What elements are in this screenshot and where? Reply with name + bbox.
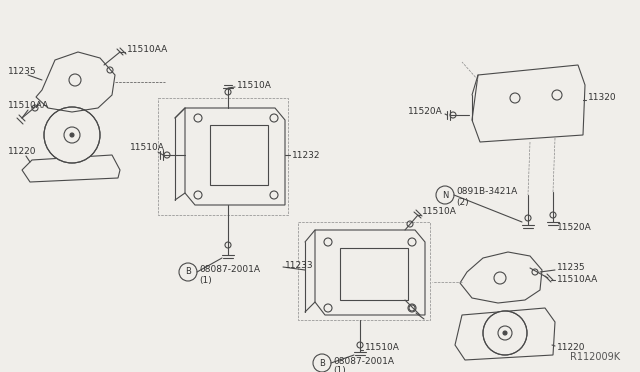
Text: 11320: 11320 <box>588 93 616 103</box>
Text: 11520A: 11520A <box>557 224 592 232</box>
Text: 11233: 11233 <box>285 260 314 269</box>
Circle shape <box>313 354 331 372</box>
Circle shape <box>70 133 74 137</box>
Text: (1): (1) <box>333 366 346 372</box>
Circle shape <box>44 107 100 163</box>
Text: 11510A: 11510A <box>130 144 165 153</box>
Text: R112009K: R112009K <box>570 352 620 362</box>
Text: 11220: 11220 <box>8 148 36 157</box>
Text: 11510AA: 11510AA <box>8 102 49 110</box>
Text: 0891B-3421A: 0891B-3421A <box>456 187 517 196</box>
Text: 11510AA: 11510AA <box>127 45 168 55</box>
Circle shape <box>503 331 507 335</box>
Text: 11510A: 11510A <box>365 343 400 353</box>
Text: 11510AA: 11510AA <box>557 276 598 285</box>
Circle shape <box>436 186 454 204</box>
Text: 11520A: 11520A <box>408 108 443 116</box>
Text: 08087-2001A: 08087-2001A <box>199 266 260 275</box>
Text: 11510A: 11510A <box>422 208 457 217</box>
Circle shape <box>179 263 197 281</box>
Text: B: B <box>319 359 325 368</box>
Text: 11510A: 11510A <box>237 80 272 90</box>
Text: (2): (2) <box>456 198 468 206</box>
Circle shape <box>483 311 527 355</box>
Text: 11232: 11232 <box>292 151 321 160</box>
Text: N: N <box>442 190 448 199</box>
Text: 11235: 11235 <box>8 67 36 77</box>
Text: B: B <box>185 267 191 276</box>
Text: (1): (1) <box>199 276 212 285</box>
Text: 11220: 11220 <box>557 343 586 353</box>
Text: 11235: 11235 <box>557 263 586 273</box>
Text: 08087-2001A: 08087-2001A <box>333 357 394 366</box>
